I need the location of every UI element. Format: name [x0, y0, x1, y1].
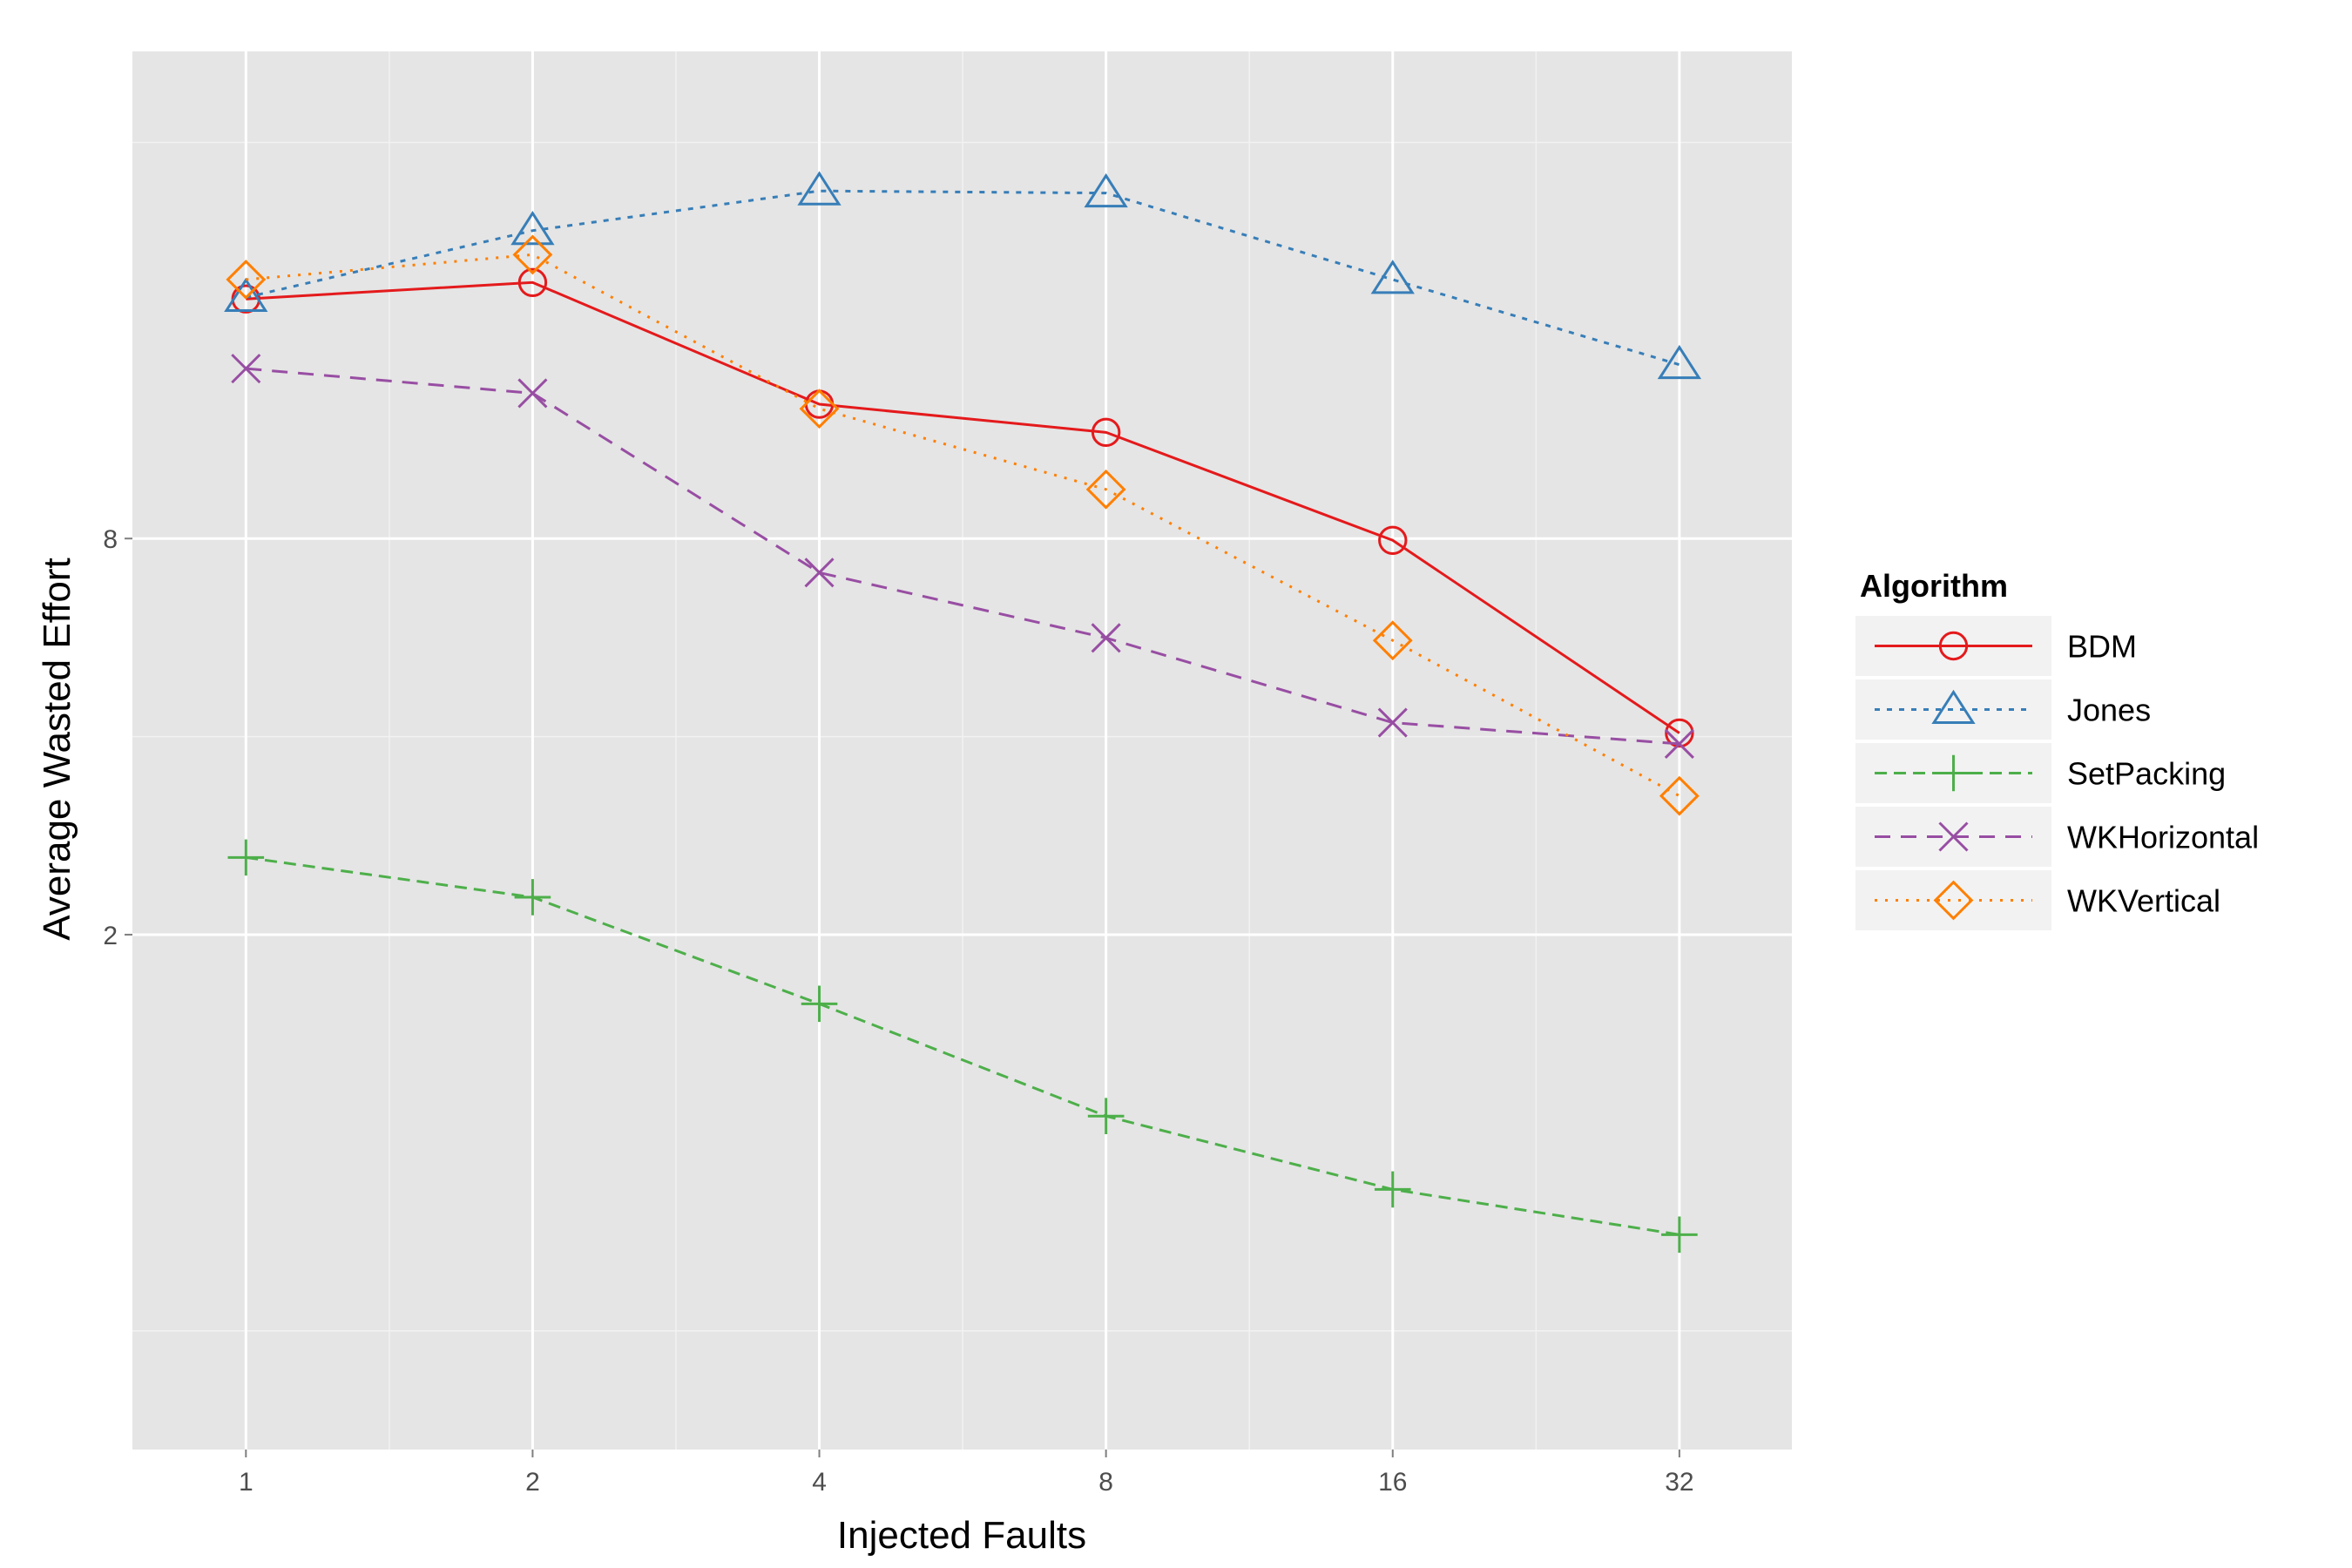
- data-point-wkhorizontal: [1377, 707, 1408, 738]
- data-point-setpacking: [801, 985, 838, 1023]
- x-tick-label: 4: [812, 1468, 827, 1497]
- legend-marker-bdm: [1938, 631, 1969, 661]
- x-tick-label: 16: [1378, 1468, 1407, 1497]
- x-tick-label: 1: [239, 1468, 253, 1497]
- data-point-wkhorizontal: [1664, 728, 1694, 759]
- x-tick-label: 8: [1098, 1468, 1113, 1497]
- legend-marker-setpacking: [1935, 754, 1972, 792]
- data-point-wkhorizontal: [804, 558, 835, 588]
- data-point-wkhorizontal: [1091, 623, 1121, 653]
- data-point-jones: [224, 277, 268, 312]
- x-tick-label: 2: [525, 1468, 540, 1497]
- legend-label-setpacking: SetPacking: [2067, 756, 2226, 792]
- data-point-setpacking: [1661, 1216, 1698, 1254]
- series-line-jones: [245, 189, 1680, 367]
- data-point-setpacking: [514, 879, 551, 916]
- data-point-wkhorizontal: [517, 378, 548, 409]
- series-wkhorizontal: [231, 354, 1694, 759]
- data-point-jones: [797, 171, 841, 206]
- legend: Algorithm BDM Jones SetPacking WKHorizontal…: [1855, 568, 2259, 930]
- data-point-wkhorizontal: [231, 354, 261, 384]
- x-axis-title: Injected Faults: [837, 1514, 1086, 1557]
- data-point-jones: [1657, 344, 1702, 380]
- legend-marker-jones: [1931, 689, 1976, 724]
- data-point-setpacking: [227, 839, 265, 876]
- series-line-wkhorizontal: [246, 367, 1680, 746]
- data-point-wkvertical: [1659, 775, 1700, 816]
- legend-label-bdm: BDM: [2067, 629, 2137, 665]
- data-point-wkvertical: [799, 389, 840, 429]
- data-point-setpacking: [1374, 1171, 1411, 1208]
- legend-item-wkvertical: WKVertical: [1855, 870, 2220, 930]
- series-wkvertical: [226, 234, 1700, 816]
- data-point-bdm: [1665, 718, 1694, 748]
- data-point-jones: [510, 210, 555, 246]
- x-tick-label: 32: [1665, 1468, 1693, 1497]
- series-setpacking: [227, 839, 1698, 1254]
- y-tick-label: 8: [103, 525, 118, 554]
- data-point-wkvertical: [1372, 620, 1413, 661]
- legend-item-jones: Jones: [1855, 679, 2151, 740]
- data-point-jones: [1084, 172, 1128, 208]
- data-point-wkvertical: [226, 260, 267, 300]
- legend-label-wkhorizontal: WKHorizontal: [2067, 820, 2259, 855]
- series-layer: [224, 171, 1702, 1254]
- legend-marker-wkvertical: [1933, 880, 1974, 921]
- legend-label-wkvertical: WKVertical: [2067, 883, 2220, 919]
- data-point-bdm: [1091, 417, 1121, 448]
- y-tick-label: 2: [103, 922, 118, 950]
- series-line-setpacking: [246, 855, 1680, 1236]
- legend-label-jones: Jones: [2067, 693, 2151, 728]
- axis-layer: 1 2 4 8 16 32 2 8: [103, 525, 1693, 1497]
- legend-item-setpacking: SetPacking: [1855, 743, 2226, 803]
- legend-title: Algorithm: [1860, 568, 2008, 604]
- grid: [132, 51, 1792, 1450]
- series-jones: [224, 171, 1702, 380]
- data-point-bdm: [1378, 525, 1408, 555]
- legend-marker-wkhorizontal: [1938, 821, 1969, 852]
- legend-item-bdm: BDM: [1855, 616, 2137, 676]
- series-line-bdm: [246, 280, 1680, 734]
- y-axis-title: Average Wasted Effort: [36, 558, 78, 940]
- legend-item-wkhorizontal: WKHorizontal: [1855, 807, 2259, 867]
- data-point-wkvertical: [512, 234, 553, 275]
- data-point-setpacking: [1087, 1098, 1125, 1135]
- data-point-bdm: [517, 267, 548, 297]
- legend-key-background: [1855, 870, 2051, 930]
- data-point-jones: [1370, 260, 1415, 294]
- data-point-wkvertical: [1085, 469, 1126, 510]
